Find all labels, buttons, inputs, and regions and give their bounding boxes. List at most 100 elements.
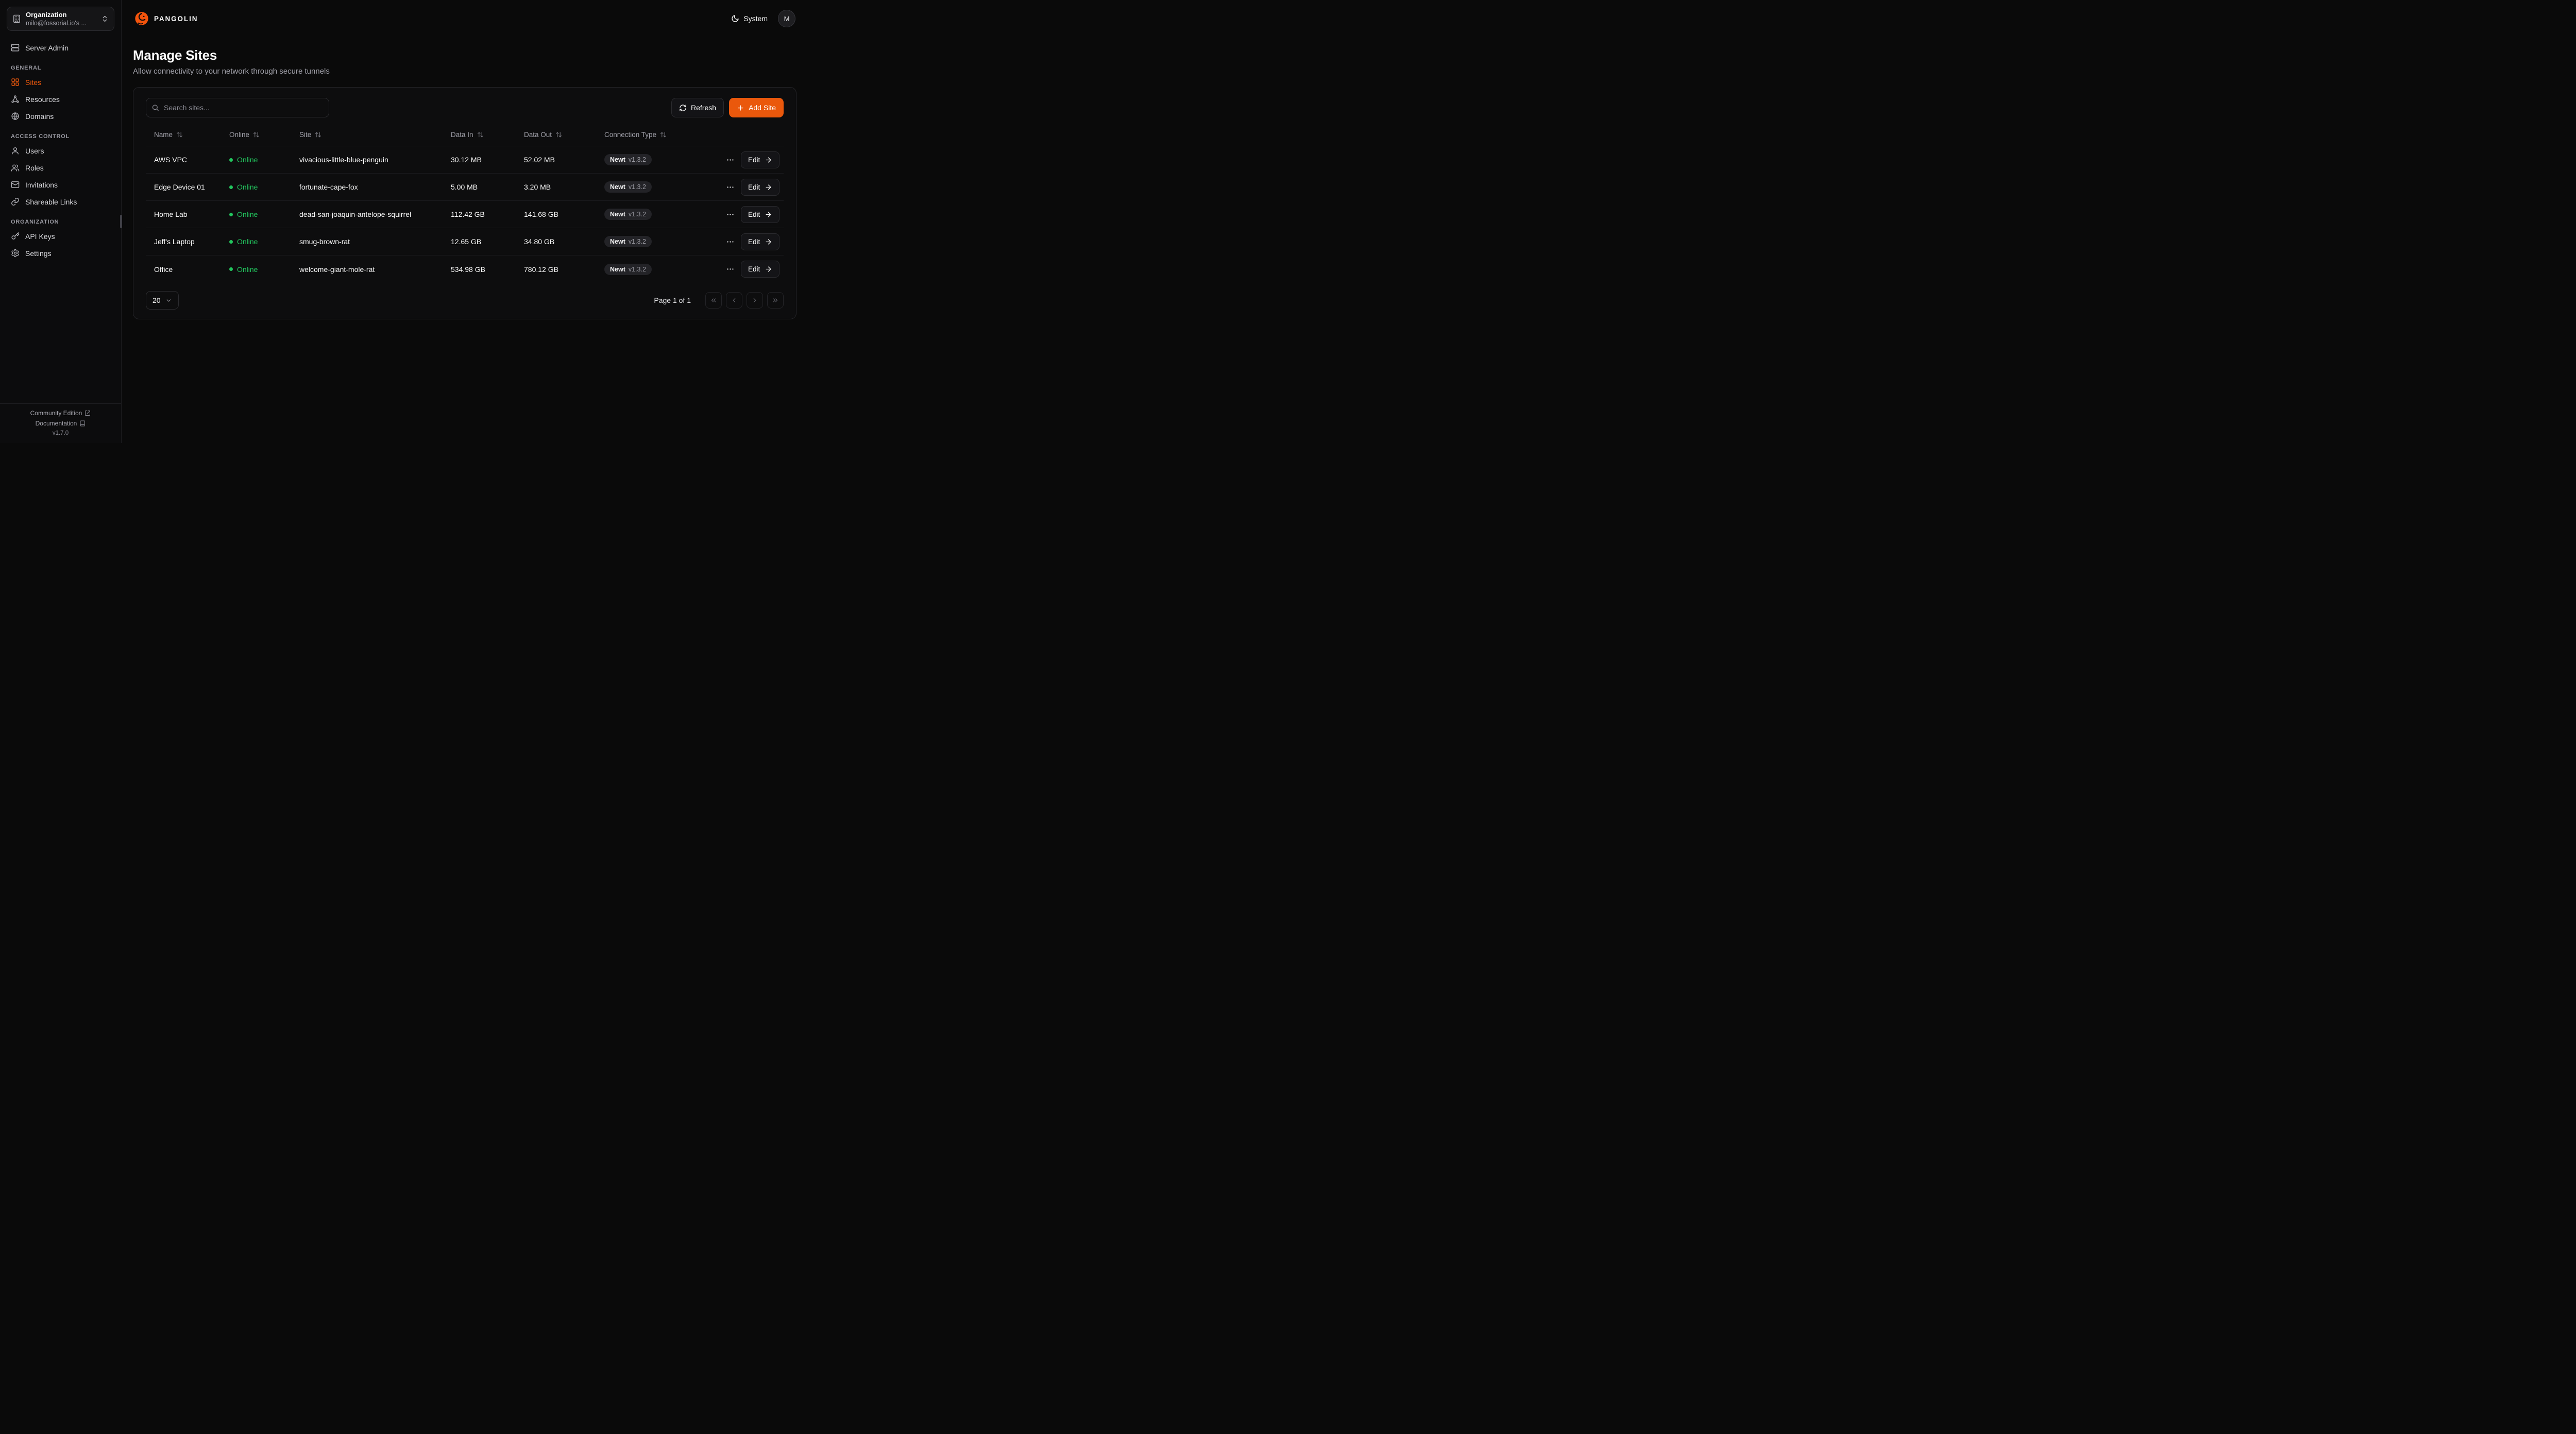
sidebar-item-label: Sites <box>25 78 42 87</box>
sidebar-item-label: Resources <box>25 95 60 104</box>
community-edition-link[interactable]: Community Edition <box>30 409 91 417</box>
sidebar-item-label: Invitations <box>25 180 58 189</box>
ellipsis-icon <box>727 268 734 270</box>
sort-icon <box>477 132 483 138</box>
sidebar-footer: Community Edition Documentation v1.7.0 <box>0 403 121 443</box>
org-picker-value: milo@fossorial.io's ... <box>26 20 87 27</box>
sort-icon <box>556 132 562 138</box>
connection-type-badge: Newt v1.3.2 <box>604 209 652 220</box>
arrow-right-icon <box>766 239 771 244</box>
table-body: AWS VPC Online vivacious-little-blue-pen… <box>146 146 784 283</box>
edit-button[interactable]: Edit <box>741 233 780 250</box>
online-status: Online <box>229 156 299 164</box>
sites-icon <box>11 78 19 86</box>
sidebar-item-invitations[interactable]: Invitations <box>7 176 114 193</box>
avatar[interactable]: M <box>778 10 795 27</box>
sidebar-item-api-keys[interactable]: API Keys <box>7 228 114 245</box>
sort-icon <box>660 132 666 138</box>
data-in-value: 30.12 MB <box>451 156 482 164</box>
row-menu-button[interactable] <box>723 262 738 277</box>
external-link-icon <box>85 411 91 416</box>
sidebar-resize-handle[interactable] <box>120 215 122 228</box>
sidebar-item-label: Shareable Links <box>25 197 77 206</box>
edit-button[interactable]: Edit <box>741 151 780 168</box>
connection-version: v1.3.2 <box>628 265 646 273</box>
online-dot <box>229 240 233 244</box>
last-page-button[interactable] <box>767 292 784 309</box>
sidebar-item-resources[interactable]: Resources <box>7 91 114 108</box>
row-menu-button[interactable] <box>723 234 738 249</box>
row-menu-button[interactable] <box>723 152 738 167</box>
arrow-right-icon <box>766 184 771 190</box>
org-picker[interactable]: Organization milo@fossorial.io's ... <box>7 7 114 31</box>
sidebar: Organization milo@fossorial.io's ... Ser… <box>0 0 122 443</box>
page-size-select[interactable]: 20 <box>146 291 179 310</box>
section-title-general: GENERAL <box>11 65 42 71</box>
online-label: Online <box>237 210 258 218</box>
column-header-data-in[interactable]: Data In <box>451 131 524 139</box>
sites-card: Refresh Add Site Name Online Site Data I… <box>133 87 796 319</box>
connection-type-badge: Newt v1.3.2 <box>604 263 652 275</box>
sidebar-item-sites[interactable]: Sites <box>7 74 114 91</box>
edit-button[interactable]: Edit <box>741 261 780 278</box>
column-header-site[interactable]: Site <box>299 131 451 139</box>
data-in-value: 534.98 GB <box>451 265 485 274</box>
connection-version: v1.3.2 <box>628 211 646 218</box>
data-out-value: 3.20 MB <box>524 183 551 191</box>
mail-icon <box>11 181 20 188</box>
column-header-online[interactable]: Online <box>229 131 299 139</box>
first-page-button[interactable] <box>705 292 722 309</box>
sidebar-item-label: Domains <box>25 112 54 121</box>
connection-name: Newt <box>610 183 625 191</box>
arrow-right-icon <box>766 157 771 162</box>
brand-name: PANGOLIN <box>154 14 198 23</box>
row-menu-button[interactable] <box>723 207 738 222</box>
site-name: Office <box>154 265 173 274</box>
sort-icon <box>253 132 259 138</box>
sidebar-item-label: Settings <box>25 249 52 258</box>
sidebar-item-users[interactable]: Users <box>7 142 114 159</box>
connection-version: v1.3.2 <box>628 156 646 163</box>
row-menu-button[interactable] <box>723 180 738 195</box>
sidebar-item-label: Server Admin <box>25 43 69 52</box>
refresh-button[interactable]: Refresh <box>671 98 724 117</box>
site-name: Jeff's Laptop <box>154 237 195 246</box>
plus-icon <box>738 105 743 111</box>
sidebar-item-settings[interactable]: Settings <box>7 245 114 262</box>
online-status: Online <box>229 265 299 274</box>
next-page-button[interactable] <box>747 292 763 309</box>
theme-label: System <box>743 14 768 23</box>
table-footer: 20 Page 1 of 1 <box>146 291 784 310</box>
table-toolbar: Refresh Add Site <box>146 98 784 117</box>
sidebar-item-label: Roles <box>25 163 44 172</box>
brand-link[interactable]: PANGOLIN <box>134 11 198 26</box>
data-in-value: 5.00 MB <box>451 183 478 191</box>
sidebar-item-label: API Keys <box>25 232 55 241</box>
add-site-button[interactable]: Add Site <box>729 98 784 117</box>
sidebar-item-server-admin[interactable]: Server Admin <box>7 39 114 56</box>
sidebar-item-shareable-links[interactable]: Shareable Links <box>7 193 114 210</box>
theme-toggle[interactable]: System <box>731 14 768 23</box>
site-slug: smug-brown-rat <box>299 237 350 246</box>
column-header-name[interactable]: Name <box>154 131 229 139</box>
prev-page-button[interactable] <box>726 292 742 309</box>
pangolin-logo-icon <box>135 12 148 25</box>
column-header-connection-type[interactable]: Connection Type <box>604 131 723 139</box>
site-slug: fortunate-cape-fox <box>299 183 358 191</box>
page-content: Manage Sites Allow connectivity to your … <box>122 37 808 332</box>
search-icon <box>152 105 159 111</box>
refresh-icon <box>680 104 686 111</box>
sidebar-item-roles[interactable]: Roles <box>7 159 114 176</box>
app-version: v1.7.0 <box>52 430 69 436</box>
sidebar-item-domains[interactable]: Domains <box>7 108 114 125</box>
column-header-data-out[interactable]: Data Out <box>524 131 604 139</box>
sidebar-item-label: Users <box>25 146 44 155</box>
edit-button[interactable]: Edit <box>741 178 780 196</box>
key-icon <box>11 232 20 240</box>
connection-name: Newt <box>610 211 625 218</box>
ellipsis-icon <box>727 186 734 188</box>
search-input[interactable] <box>146 98 329 117</box>
data-in-value: 112.42 GB <box>451 210 485 218</box>
documentation-link[interactable]: Documentation <box>36 420 86 427</box>
edit-button[interactable]: Edit <box>741 206 780 223</box>
